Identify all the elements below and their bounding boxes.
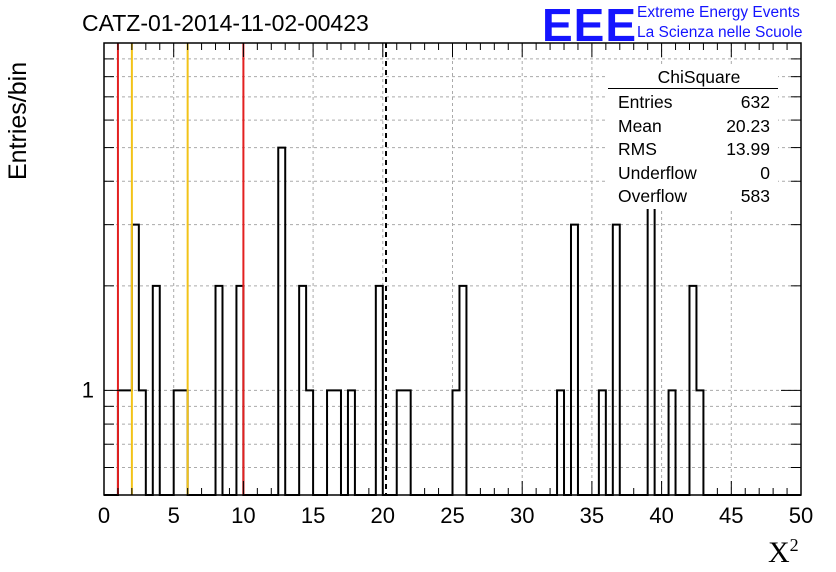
eee-logo: EEE: [542, 0, 638, 51]
histogram-bin: [278, 148, 285, 495]
x-axis-label: X2: [768, 535, 799, 569]
x-tick-label: 40: [649, 503, 673, 528]
stats-row: Mean 20.23: [618, 115, 770, 136]
stats-box: ChiSquare Entries 632 Mean 20.23 RMS 13.99 …: [608, 64, 778, 209]
x-tick-label: 50: [789, 503, 813, 528]
histogram-bin: [132, 225, 139, 495]
x-tick-label: 45: [719, 503, 743, 528]
logo-line-1: Extreme Energy Events: [637, 4, 800, 21]
x-tick-label: 0: [98, 503, 110, 528]
x-tick-label: 30: [510, 503, 534, 528]
histogram-bin: [648, 181, 655, 495]
stats-row: Entries 632: [618, 92, 770, 112]
logo-line-2: La Scienza nelle Scuole: [637, 24, 803, 41]
stats-row: RMS 13.99: [618, 139, 770, 159]
x-tick-label: 15: [301, 503, 325, 528]
stats-row: Underflow 0: [618, 162, 770, 183]
x-tick-label: 20: [371, 503, 395, 528]
stats-row: Overflow 583: [618, 186, 770, 206]
run-title: CATZ-01-2014-11-02-00423: [82, 10, 369, 36]
histogram-bin: [571, 225, 578, 495]
x-tick-label: 25: [440, 503, 464, 528]
stats-title: ChiSquare: [608, 64, 778, 89]
y-tick-label: 1: [82, 377, 94, 402]
x-tick-label: 5: [168, 503, 180, 528]
x-tick-label: 10: [231, 503, 255, 528]
x-tick-label: 35: [580, 503, 604, 528]
histogram-bin: [613, 225, 620, 495]
y-axis-label: Entries/bin: [4, 61, 32, 180]
